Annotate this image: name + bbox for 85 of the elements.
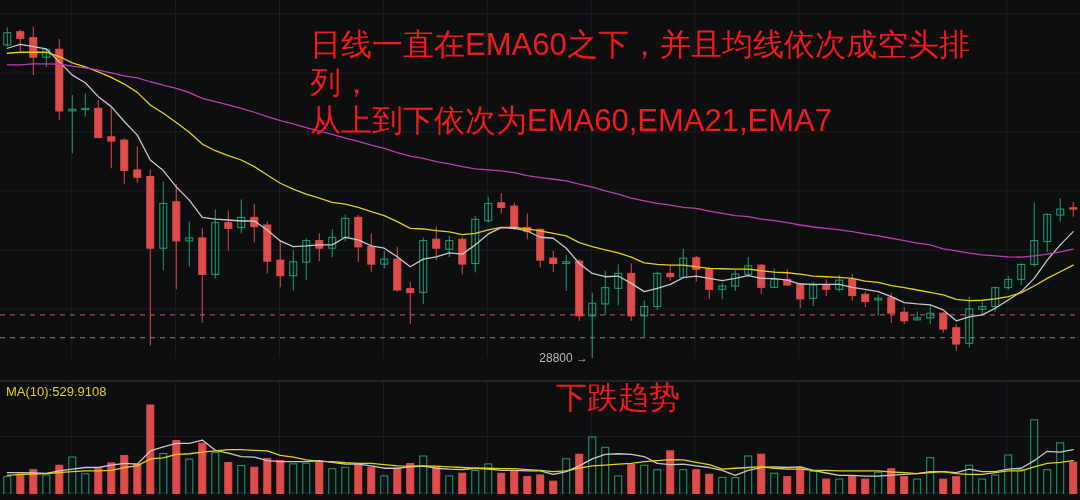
bar: [107, 462, 116, 495]
bar: [354, 464, 363, 495]
bar: [978, 478, 987, 495]
bar: [731, 477, 740, 495]
bar: [172, 440, 181, 495]
bar: [627, 464, 636, 495]
bar: [822, 478, 831, 495]
bar: [81, 473, 90, 495]
annotation: 从上到下依次为EMA60,EMA21,EMA7: [310, 102, 833, 140]
bar: [3, 476, 12, 495]
bar: [549, 480, 558, 495]
bar: [419, 455, 428, 495]
bar: [406, 463, 415, 495]
annotation: 28800 →: [538, 350, 588, 366]
bar: [68, 456, 77, 495]
bar: [250, 466, 259, 495]
bar: [42, 474, 51, 495]
bar: [679, 469, 688, 495]
bar: [666, 450, 675, 495]
bar: [16, 473, 25, 495]
bar: [120, 455, 129, 495]
bar: [900, 476, 909, 495]
bar: [1043, 469, 1052, 495]
bar: [484, 463, 493, 495]
bar: [744, 455, 753, 495]
bar: [185, 458, 194, 495]
bar: [874, 471, 883, 495]
bar: [380, 475, 389, 495]
bar: [393, 468, 402, 495]
bar: [510, 470, 519, 495]
bar: [536, 474, 545, 495]
bar: [1004, 454, 1013, 495]
bar: [718, 476, 727, 495]
bar: [159, 453, 168, 495]
bar: [432, 466, 441, 495]
bar: [939, 478, 948, 495]
bar: [848, 475, 857, 495]
series-name: MA(10):529.9108: [6, 384, 107, 399]
bar: [198, 442, 207, 495]
bar: [562, 458, 571, 495]
bar: [224, 462, 233, 495]
bar: [1030, 419, 1039, 495]
bar: [861, 478, 870, 495]
bar: [952, 476, 961, 495]
bar: [302, 462, 311, 495]
bar: [445, 475, 454, 495]
bar: [913, 478, 922, 495]
bar: [653, 469, 662, 495]
bar: [458, 472, 467, 495]
bar: [497, 472, 506, 495]
bar: [926, 457, 935, 495]
bar: [263, 457, 272, 495]
bar: [1056, 442, 1065, 495]
bar: [1069, 461, 1078, 495]
bar: [640, 464, 649, 495]
bar: [809, 470, 818, 495]
bar: [770, 472, 779, 495]
bar: [94, 468, 103, 495]
bar: [1017, 469, 1026, 495]
bar: [328, 468, 337, 495]
bar: [133, 463, 142, 495]
bar: [211, 452, 220, 495]
bar: [575, 453, 584, 495]
annotation: 日线一直在EMA60之下，并且均线依次成空头排列，: [310, 26, 971, 102]
bar: [367, 466, 376, 495]
bar: [146, 404, 155, 495]
bar: [783, 476, 792, 495]
bar: [614, 475, 623, 495]
bar: [757, 453, 766, 495]
bar: [471, 469, 480, 495]
bar: [289, 463, 298, 495]
bar: [796, 466, 805, 495]
bar: [991, 474, 1000, 495]
bar: [965, 464, 974, 495]
bar: [315, 461, 324, 495]
bar: [588, 436, 597, 495]
bar: [276, 459, 285, 495]
bar: [692, 469, 701, 495]
bar: [835, 478, 844, 495]
annotation: 下跌趋势: [556, 379, 681, 417]
bar: [237, 465, 246, 495]
bar: [705, 473, 714, 495]
bar: [341, 466, 350, 495]
bar: [601, 446, 610, 495]
bar: [523, 476, 532, 495]
